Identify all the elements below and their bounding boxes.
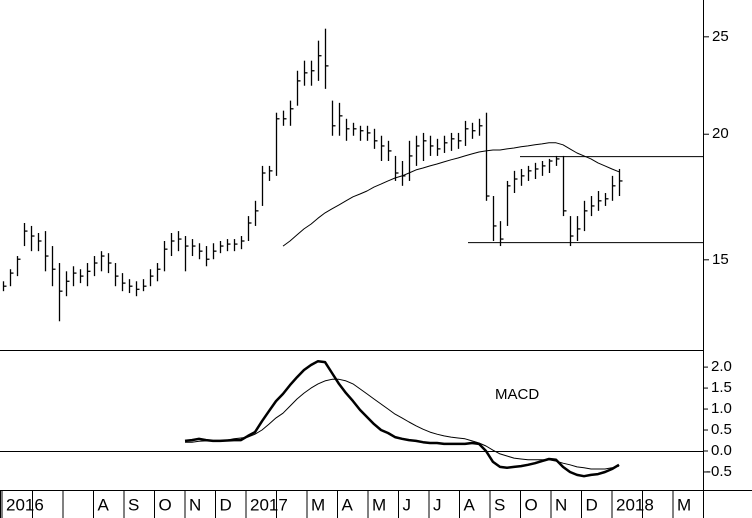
x-tick-label: J [403,495,412,514]
x-tick-label: 2018 [616,495,654,514]
y-tick-label: -0.5 [706,463,732,480]
x-tick-label: M [677,495,691,514]
x-tick-label: D [586,495,598,514]
moving-average [282,142,620,247]
x-tick-label: N [189,495,201,514]
x-tick-label: D [220,495,232,514]
y-tick-label: 0.0 [711,442,732,459]
y-tick-label: 0.5 [711,421,732,438]
x-tick-label: M [372,495,386,514]
y-tick-label: 25 [712,28,729,45]
macd-line [185,378,620,470]
x-tick-label: N [555,495,567,514]
x-tick-label: A [98,495,110,514]
y-tick-label: 15 [712,251,729,268]
y-tick-label: 1.0 [711,400,732,417]
x-tick-label: A [342,495,354,514]
y-tick-label: 20 [712,125,729,142]
x-tick-label: A [464,495,476,514]
x-tick-label: 2016 [6,495,44,514]
y-tick-label: 1.5 [711,379,732,396]
annotation: MACD [495,386,539,403]
x-tick-label: O [159,495,172,514]
macd-line [184,359,620,478]
x-tick-label: S [494,495,505,514]
y-tick-label: 2.0 [711,358,732,375]
x-tick-label: M [311,495,325,514]
x-tick-label: O [525,495,538,514]
x-tick-label: S [128,495,139,514]
x-tick-label: 2017 [250,495,288,514]
x-tick-label: J [433,495,442,514]
